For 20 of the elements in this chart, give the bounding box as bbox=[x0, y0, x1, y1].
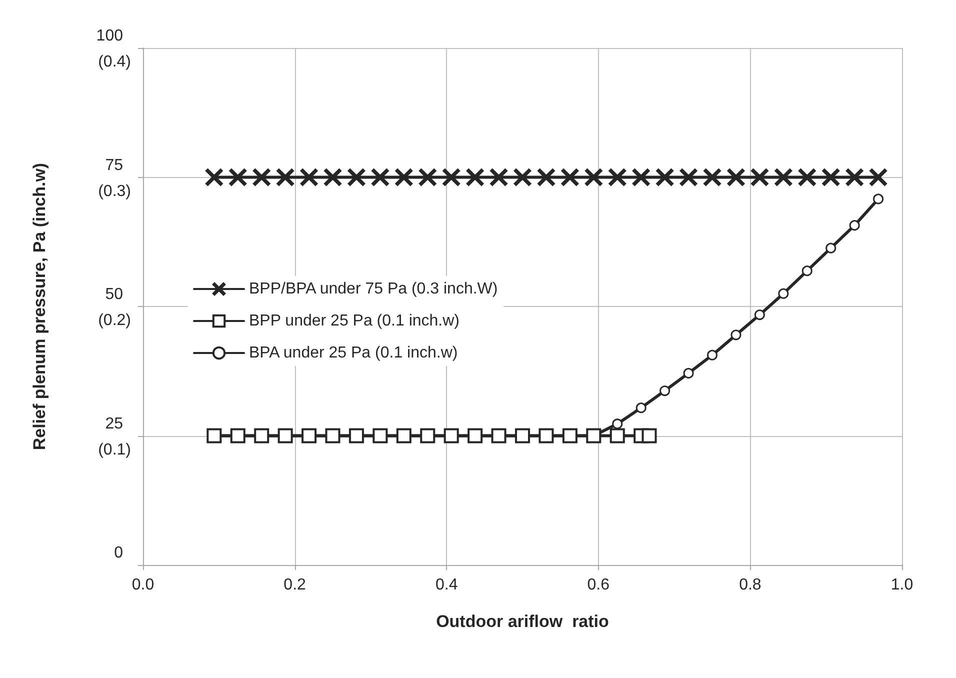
x-tick-label: 0.6 bbox=[587, 576, 610, 594]
legend-label: BPP/BPA under 75 Pa (0.3 inch.W) bbox=[249, 280, 498, 298]
y-tick-label: 50 bbox=[105, 286, 124, 303]
x-tick-label: 0.4 bbox=[435, 576, 458, 594]
y-tick-label: 100 bbox=[96, 28, 124, 44]
y2-tick-label: (0.2) bbox=[98, 312, 131, 329]
y-tick-label: 75 bbox=[105, 156, 124, 174]
x-axis-title: Outdoor ariflow ratio bbox=[436, 612, 609, 631]
y-tick-label: 0 bbox=[114, 544, 124, 562]
y-axis-title: Relief plenum pressure, Pa (inch.w) bbox=[30, 162, 49, 450]
y2-tick-label: (0.4) bbox=[98, 54, 131, 70]
x-tick-label: 1.0 bbox=[890, 576, 914, 594]
legend-label: BPA under 25 Pa (0.1 inch.w) bbox=[249, 344, 458, 362]
legend-label: BPP under 25 Pa (0.1 inch.w) bbox=[249, 312, 460, 330]
y2-tick-label: (0.3) bbox=[98, 182, 131, 200]
y-tick-label: 25 bbox=[105, 415, 124, 432]
x-tick-label: 0.2 bbox=[284, 576, 306, 594]
x-tick-label: 0.8 bbox=[739, 576, 762, 594]
x-tick-label: 0.0 bbox=[132, 576, 154, 594]
y2-tick-label: (0.1) bbox=[98, 441, 131, 458]
